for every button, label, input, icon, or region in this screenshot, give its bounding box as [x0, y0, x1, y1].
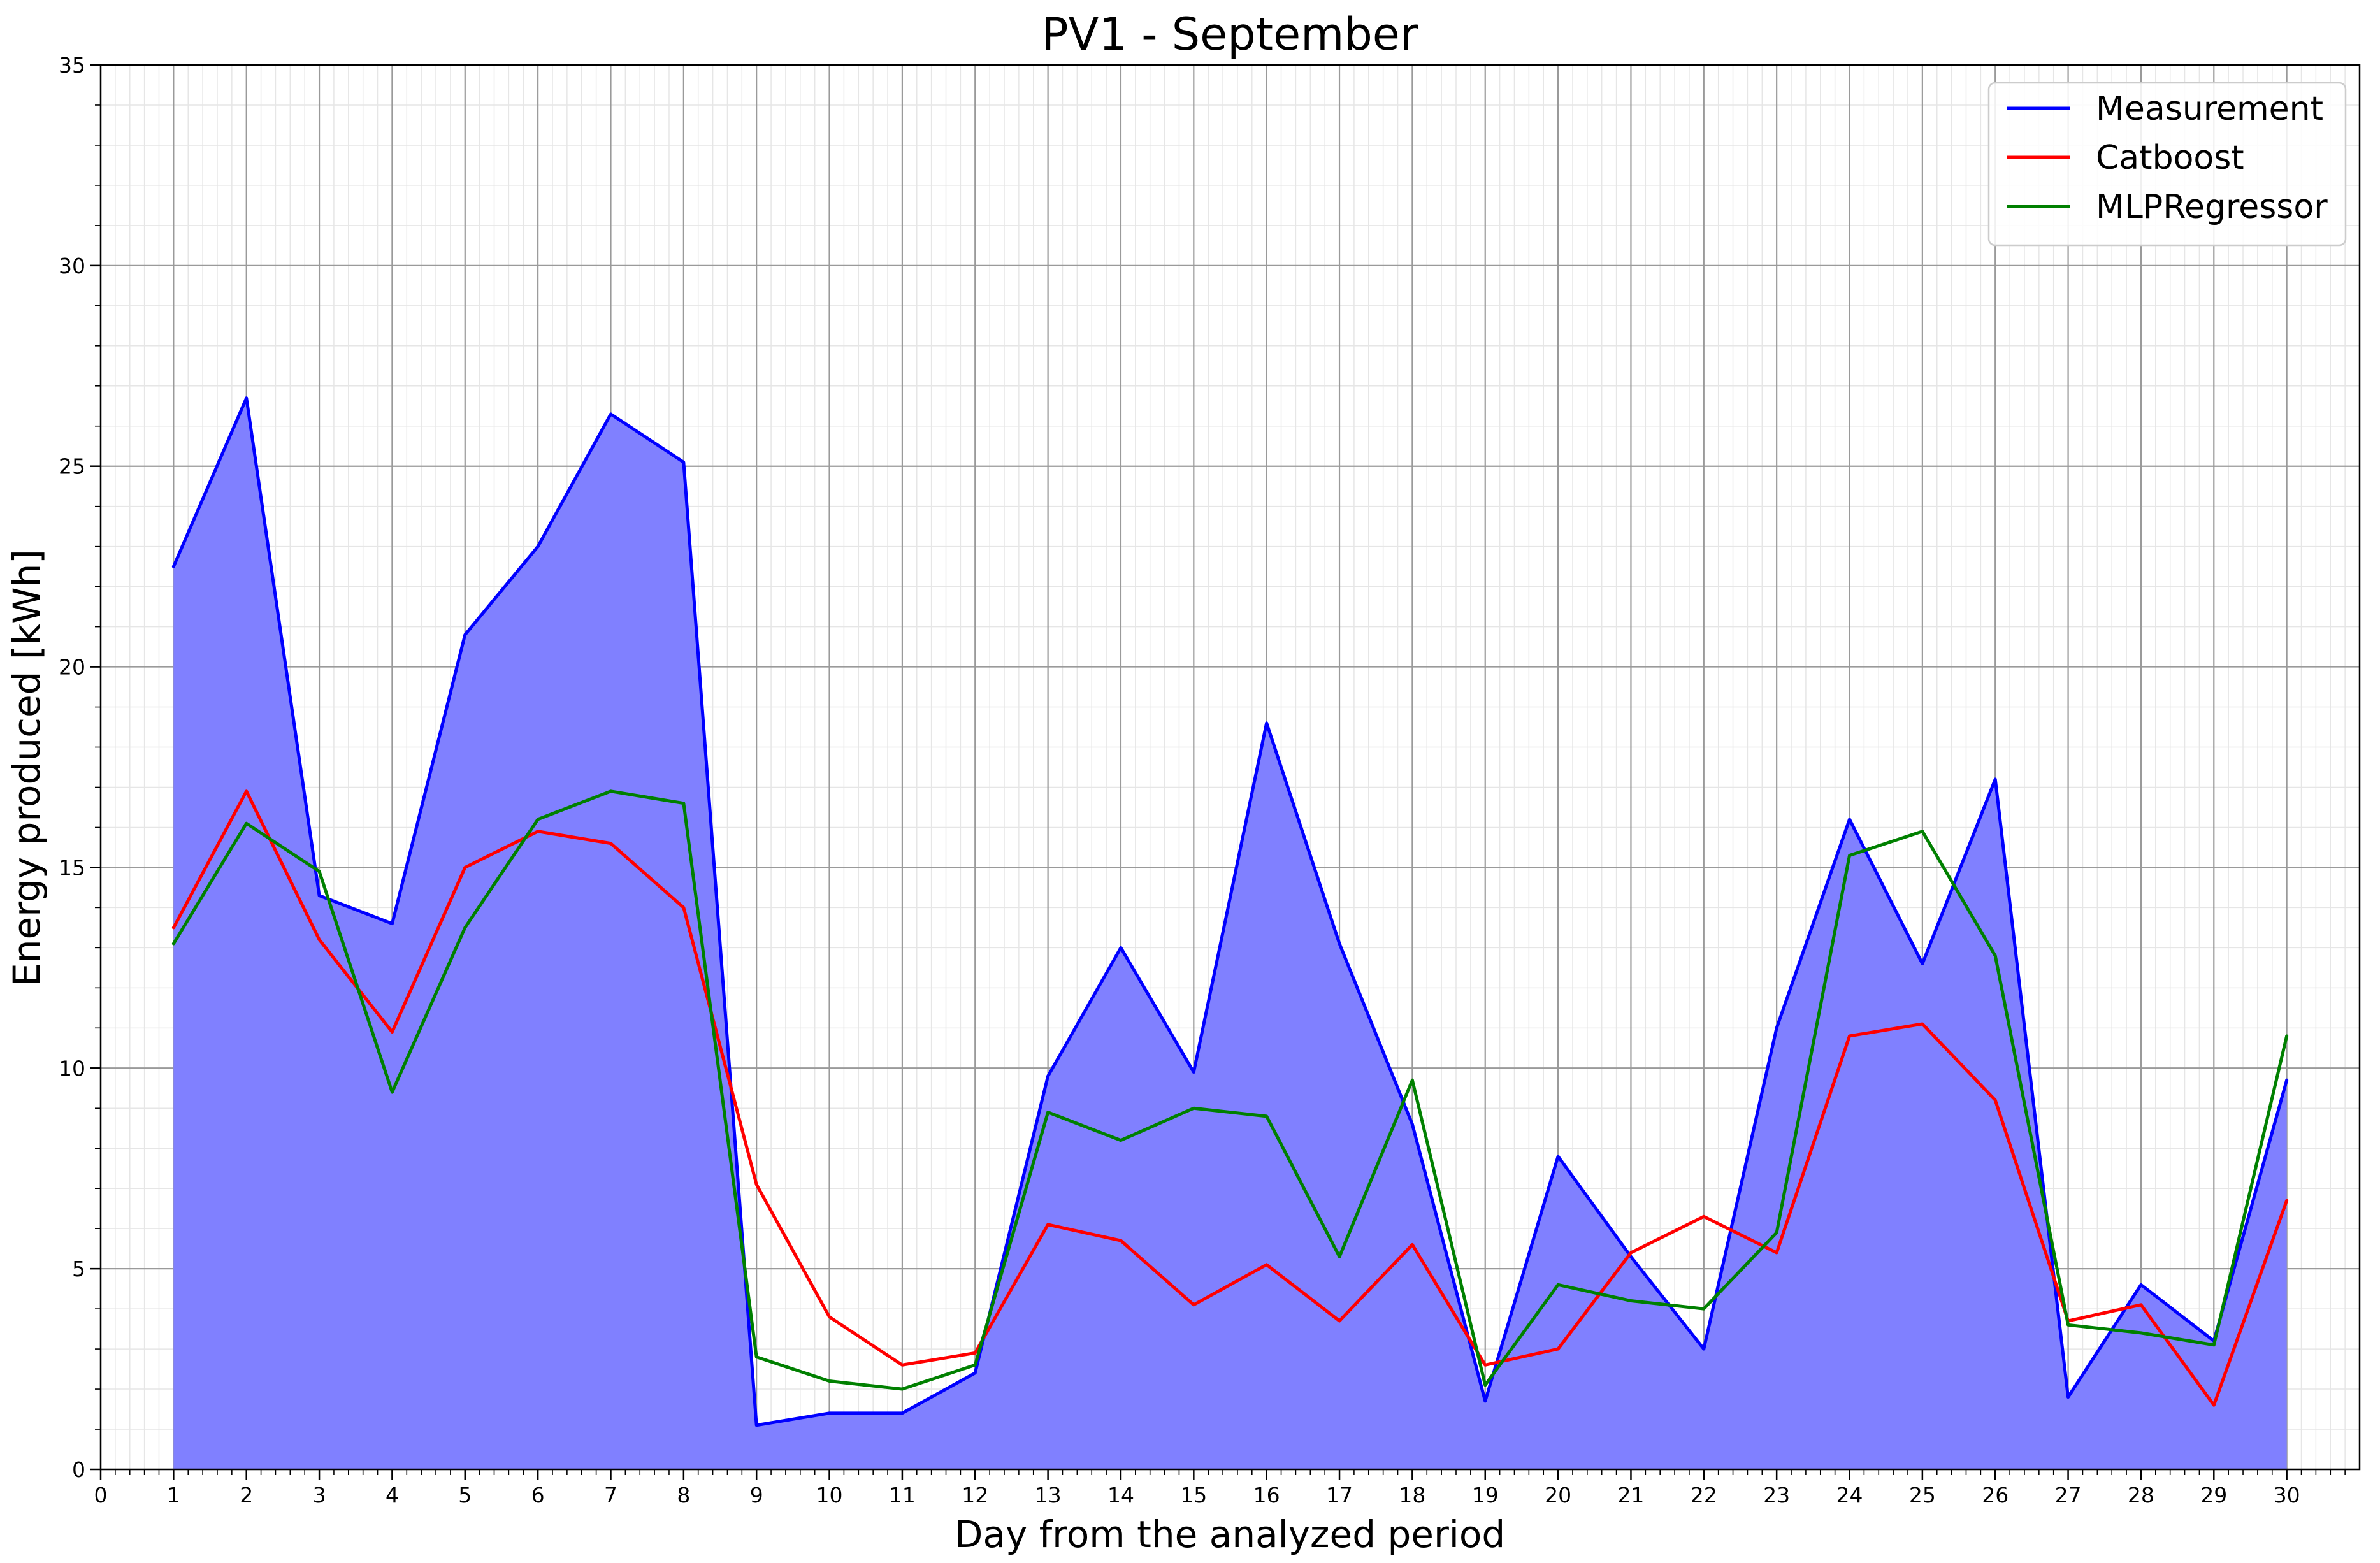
x-tick-label: 9: [750, 1483, 763, 1508]
series-lines: [171, 396, 2289, 1427]
x-tick-label: 27: [2055, 1483, 2082, 1508]
axis-ticks: [90, 64, 2346, 1480]
x-tick-label: 3: [313, 1483, 326, 1508]
x-tick-label: 8: [677, 1483, 690, 1508]
x-tick-label: 16: [1253, 1483, 1280, 1508]
y-tick-label: 25: [59, 454, 85, 479]
x-tick-label: 12: [962, 1483, 988, 1508]
x-tick-label: 14: [1107, 1483, 1134, 1508]
x-tick-label: 23: [1763, 1483, 1790, 1508]
measurement-area-fill: [173, 398, 2287, 1469]
x-tick-label: 21: [1617, 1483, 1644, 1508]
x-tick-label: 6: [531, 1483, 545, 1508]
x-tick-label: 4: [386, 1483, 399, 1508]
x-tick-label: 17: [1326, 1483, 1353, 1508]
y-tick-label: 5: [72, 1257, 85, 1281]
x-tick-label: 26: [1982, 1483, 2009, 1508]
x-tick-label: 7: [604, 1483, 617, 1508]
x-tick-label: 11: [889, 1483, 916, 1508]
y-tick-label: 15: [59, 855, 85, 880]
legend-label-measurement: Measurement: [2096, 90, 2323, 128]
y-tick-label: 20: [59, 655, 85, 680]
x-tick-label: 25: [1909, 1483, 1936, 1508]
x-axis-title: Day from the analyzed period: [955, 1513, 1505, 1556]
x-tick-label: 30: [2274, 1483, 2300, 1508]
y-tick-label: 10: [59, 1056, 85, 1081]
tick-labels: 0 1 2 3 4 5 6 7 8 9 10 11 12 13 14 15 16 17 18 19 20 21 22 23 24…: [59, 53, 2300, 1508]
legend-box: [1987, 82, 2347, 247]
series-line-mlpregressor: [171, 789, 2289, 1391]
y-tick-label: 0: [72, 1457, 85, 1482]
measurement-area: [173, 398, 2287, 1469]
x-tick-label: 22: [1691, 1483, 1717, 1508]
y-axis-title: Energy produced [kWh]: [5, 549, 48, 986]
y-tick-label: 30: [59, 254, 85, 278]
legend-label-catboost: Catboost: [2096, 139, 2244, 177]
x-tick-label: 10: [816, 1483, 843, 1508]
y-tick-label: 35: [59, 53, 85, 78]
legend: Measurement Catboost MLPRegressor: [1987, 82, 2347, 247]
x-tick-label: 0: [94, 1483, 108, 1508]
x-tick-label: 15: [1180, 1483, 1207, 1508]
x-tick-label: 20: [1545, 1483, 1571, 1508]
chart-title: PV1 - September: [1041, 8, 1418, 61]
x-tick-label: 19: [1472, 1483, 1499, 1508]
x-tick-label: 5: [458, 1483, 472, 1508]
x-tick-label: 28: [2128, 1483, 2154, 1508]
plot-frame: [99, 64, 2361, 1471]
x-tick-label: 18: [1399, 1483, 1425, 1508]
x-tick-label: 1: [167, 1483, 180, 1508]
legend-label-mlpregressor: MLPRegressor: [2096, 188, 2328, 226]
series-line-measurement: [171, 396, 2289, 1427]
x-tick-label: 24: [1836, 1483, 1863, 1508]
x-tick-label: 2: [240, 1483, 253, 1508]
x-tick-label: 29: [2200, 1483, 2227, 1508]
x-tick-label: 13: [1035, 1483, 1062, 1508]
